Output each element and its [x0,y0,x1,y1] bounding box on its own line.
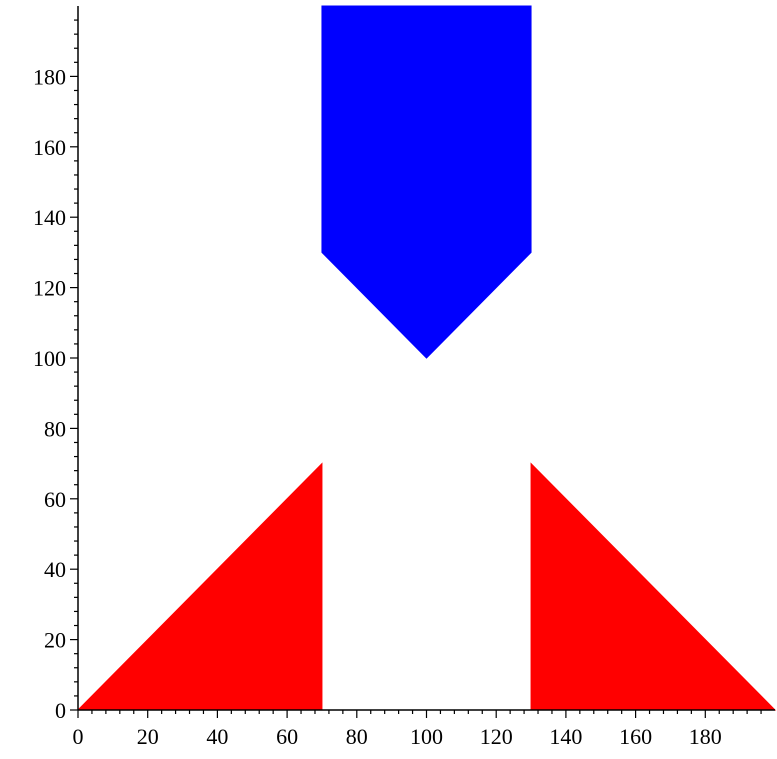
y-tick-label: 120 [33,276,66,301]
y-tick-label: 20 [44,628,66,653]
x-tick-label: 60 [276,724,298,749]
y-tick-label: 80 [44,416,66,441]
red-triangle-1 [530,462,777,711]
x-tick-label: 80 [346,724,368,749]
x-tick-label: 20 [137,724,159,749]
blue-pentagon-2 [321,5,532,359]
y-tick-label: 160 [33,135,66,160]
y-tick-label: 0 [55,698,66,723]
x-tick-label: 120 [480,724,513,749]
y-tick-label: 140 [33,205,66,230]
x-tick-label: 100 [410,724,443,749]
x-tick-label: 0 [73,724,84,749]
y-tick-label: 60 [44,487,66,512]
x-tick-label: 160 [619,724,652,749]
x-tick-label: 180 [689,724,722,749]
y-tick-label: 180 [33,64,66,89]
y-tick-label: 100 [33,346,66,371]
red-triangle-0 [76,462,323,711]
x-tick-label: 140 [549,724,582,749]
y-tick-label: 40 [44,557,66,582]
x-tick-label: 40 [206,724,228,749]
